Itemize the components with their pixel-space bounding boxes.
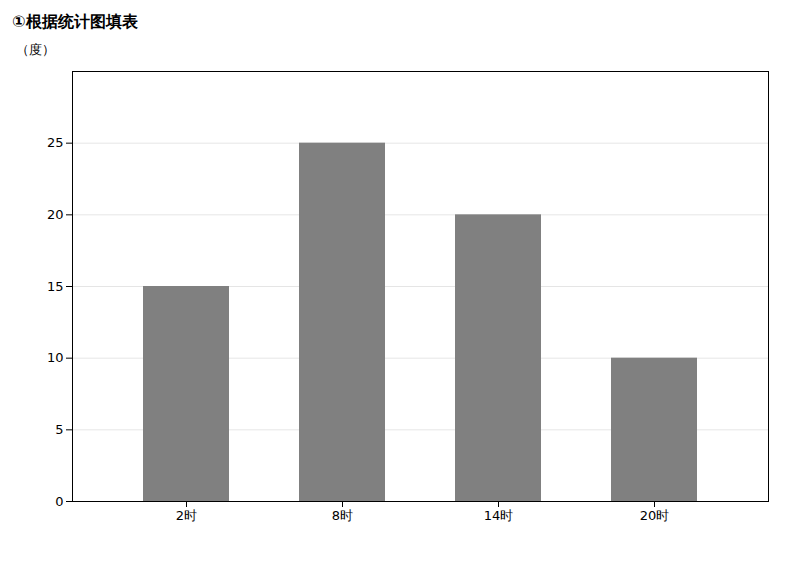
- html-text:①根据统计图填表: ①根据统计图填表: [12, 12, 138, 31]
- svg-text:15: 15: [47, 279, 64, 294]
- svg-text:20: 20: [47, 207, 64, 222]
- svg-text:25: 25: [47, 135, 64, 150]
- svg-text:5: 5: [55, 422, 63, 437]
- svg-text:8时: 8时: [332, 508, 353, 523]
- svg-text:（度）: （度）: [16, 42, 55, 57]
- svg-text:20时: 20时: [640, 508, 670, 523]
- svg-text:10: 10: [47, 350, 64, 365]
- svg-text:0: 0: [55, 494, 63, 509]
- svg-text:2时: 2时: [176, 508, 197, 523]
- svg-text:14时: 14时: [484, 508, 514, 523]
